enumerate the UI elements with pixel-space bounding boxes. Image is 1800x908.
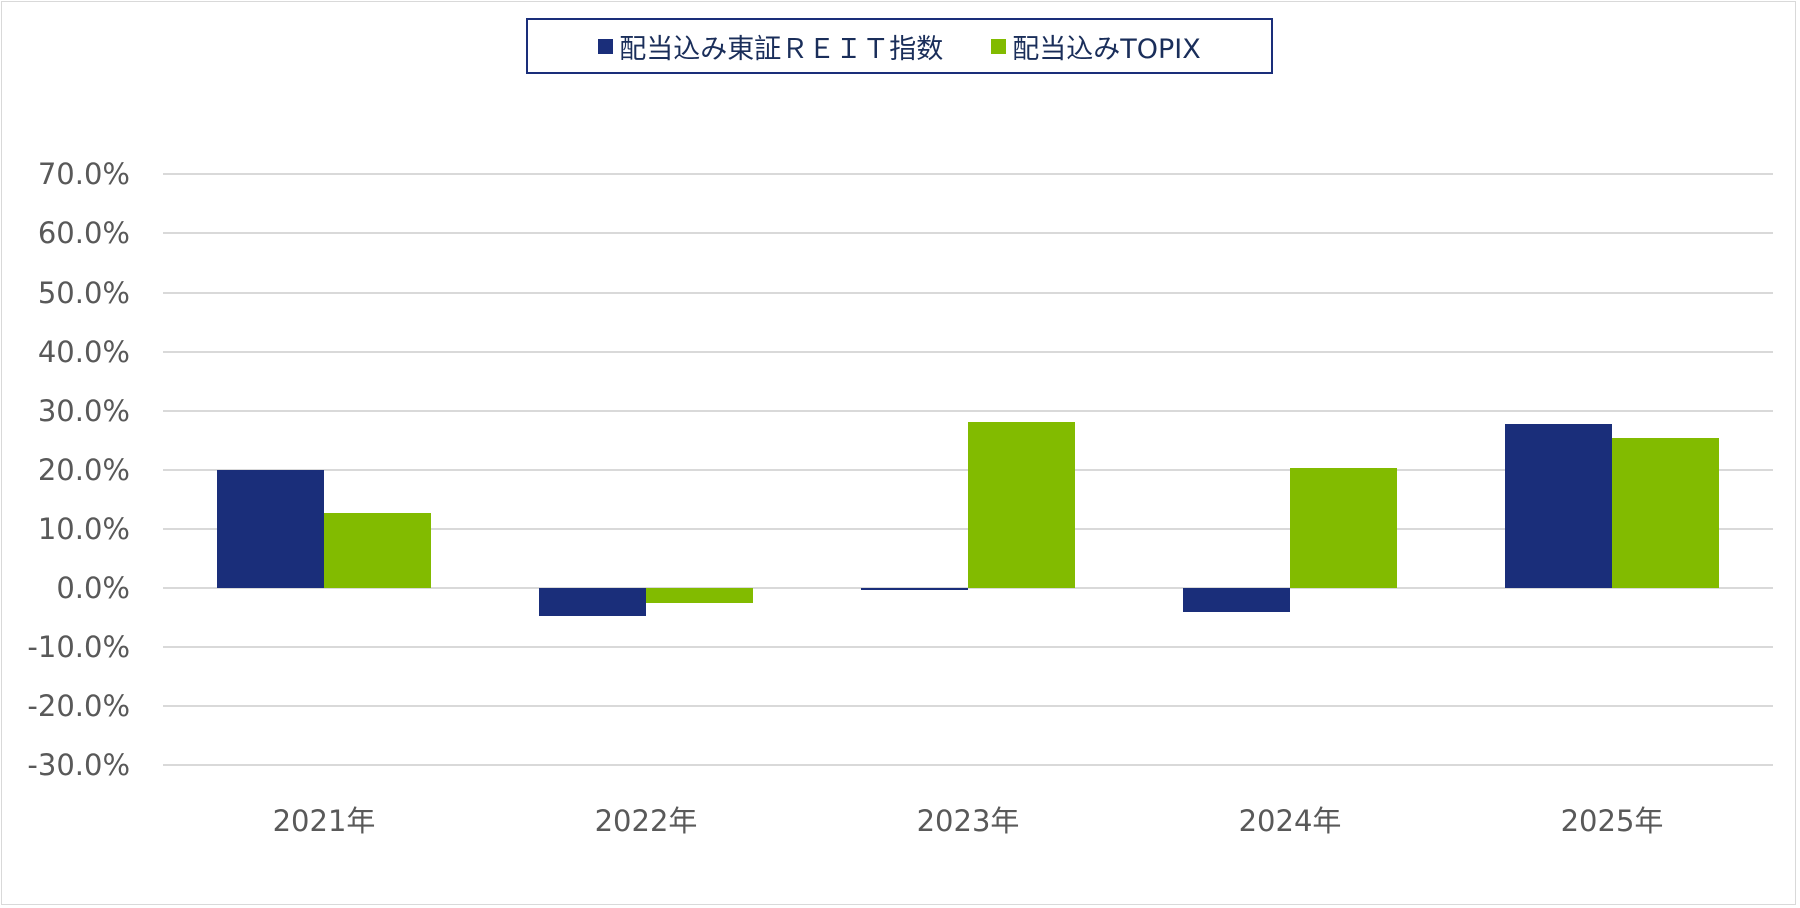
bar-reit-2023年 (861, 588, 968, 590)
gridline (163, 291, 1773, 294)
x-tick-label: 2025年 (1560, 804, 1664, 838)
bar-topix-2023年 (968, 421, 1075, 588)
gridline (163, 705, 1773, 708)
bar-topix-2022年 (646, 588, 753, 603)
y-tick-label: -20.0% (27, 689, 130, 724)
bar-reit-2024年 (1183, 588, 1290, 613)
gridline (163, 409, 1773, 412)
y-tick-label: 30.0% (37, 393, 130, 428)
gridline (163, 350, 1773, 353)
y-tick-label: 60.0% (37, 216, 130, 251)
y-tick-label: 10.0% (37, 511, 130, 546)
gridline (163, 646, 1773, 649)
gridline (163, 587, 1773, 589)
x-tick-label: 2022年 (594, 804, 698, 838)
y-tick-label: 50.0% (37, 275, 130, 310)
legend-swatch-reit (598, 38, 614, 54)
y-tick-label: 70.0% (37, 157, 130, 192)
legend-label-reit: 配当込み東証ＲＥＩＴ指数 (619, 33, 944, 65)
bar-topix-2021年 (324, 512, 431, 588)
y-tick-label: 40.0% (37, 334, 130, 369)
bar-reit-2022年 (539, 588, 646, 616)
bar-reit-2021年 (217, 469, 324, 588)
x-tick-label: 2023年 (916, 804, 1020, 838)
x-tick-label: 2021年 (272, 804, 376, 838)
chart-legend: 配当込み東証ＲＥＩＴ指数 配当込みTOPIX (526, 18, 1273, 74)
legend-item-topix: 配当込みTOPIX (991, 27, 1201, 66)
gridline (163, 173, 1773, 176)
bar-topix-2024年 (1290, 468, 1397, 588)
y-tick-label: -30.0% (27, 748, 130, 783)
bar-topix-2025年 (1612, 437, 1719, 588)
legend-swatch-topix (991, 38, 1007, 54)
y-tick-label: -10.0% (27, 630, 130, 665)
y-tick-label: 0.0% (56, 571, 130, 605)
x-tick-label: 2024年 (1238, 804, 1342, 838)
gridline (163, 764, 1773, 767)
legend-item-reit: 配当込み東証ＲＥＩＴ指数 (598, 27, 943, 66)
bar-reit-2025年 (1505, 424, 1612, 588)
legend-label-topix: 配当込みTOPIX (1012, 33, 1201, 65)
y-tick-label: 20.0% (37, 452, 130, 487)
gridline (163, 232, 1773, 235)
